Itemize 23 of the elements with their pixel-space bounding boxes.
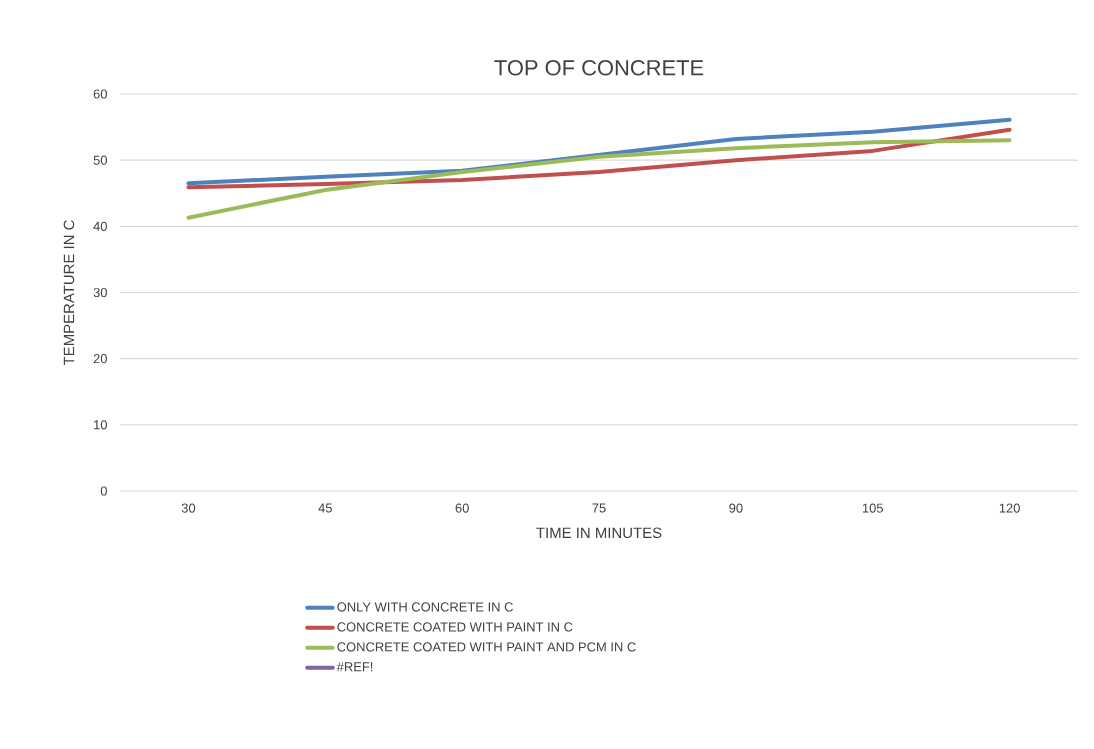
y-tick-label: 20 (93, 354, 107, 364)
legend-label: CONCRETE COATED WITH PAINT AND PCM IN C (337, 642, 636, 652)
x-tick-label: 30 (181, 503, 196, 513)
legend-label: ONLY WITH CONCRETE IN C (337, 602, 513, 612)
y-axis-title: TEMPERATURE IN C (63, 220, 75, 366)
x-tick-label: 90 (729, 503, 743, 513)
x-axis-title: TIME IN MINUTES (536, 527, 662, 539)
y-tick-label: 50 (93, 155, 107, 165)
x-tick-label: 45 (318, 503, 332, 513)
line-series (186, 127, 1012, 190)
y-tick-label: 0 (100, 486, 107, 496)
x-tick-label: 120 (999, 503, 1020, 513)
chart-title: TOP OF CONCRETE (494, 59, 704, 76)
x-tick-label: 75 (592, 503, 606, 513)
y-tick-label: 60 (93, 89, 107, 99)
y-tick-label: 30 (93, 287, 107, 298)
x-tick-label: 105 (862, 503, 883, 513)
line-series (186, 138, 1012, 220)
x-tick-label: 60 (455, 503, 469, 513)
legend-label: #REF! (336, 662, 373, 672)
legend-label: CONCRETE COATED WITH PAINT IN C (337, 622, 573, 632)
y-tick-label: 10 (94, 420, 107, 430)
y-tick-label: 40 (93, 221, 107, 231)
